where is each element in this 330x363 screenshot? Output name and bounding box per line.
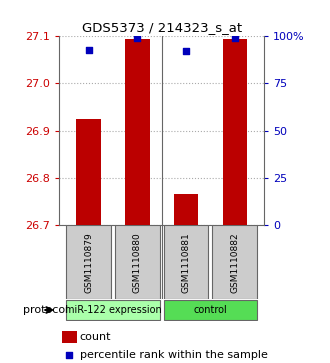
Text: GSM1110880: GSM1110880 <box>133 232 142 293</box>
Polygon shape <box>213 225 257 299</box>
Polygon shape <box>115 225 160 299</box>
Point <box>183 49 189 54</box>
Text: GSM1110879: GSM1110879 <box>84 232 93 293</box>
Title: GDS5373 / 214323_s_at: GDS5373 / 214323_s_at <box>82 21 242 34</box>
Text: control: control <box>193 305 227 315</box>
Polygon shape <box>66 300 160 320</box>
Point <box>86 46 91 52</box>
Text: count: count <box>80 332 111 342</box>
Polygon shape <box>164 225 209 299</box>
Text: miR-122 expression: miR-122 expression <box>65 305 161 315</box>
Bar <box>174 194 198 225</box>
Text: protocol: protocol <box>23 305 68 315</box>
Bar <box>62 331 77 343</box>
Text: percentile rank within the sample: percentile rank within the sample <box>80 350 268 360</box>
Bar <box>77 119 101 225</box>
Bar <box>125 39 149 225</box>
Polygon shape <box>164 300 257 320</box>
Bar <box>223 39 247 225</box>
Text: GSM1110882: GSM1110882 <box>230 232 239 293</box>
Text: GSM1110881: GSM1110881 <box>182 232 190 293</box>
Point <box>232 35 237 41</box>
Point <box>135 35 140 41</box>
Polygon shape <box>66 225 111 299</box>
Point <box>67 352 72 358</box>
